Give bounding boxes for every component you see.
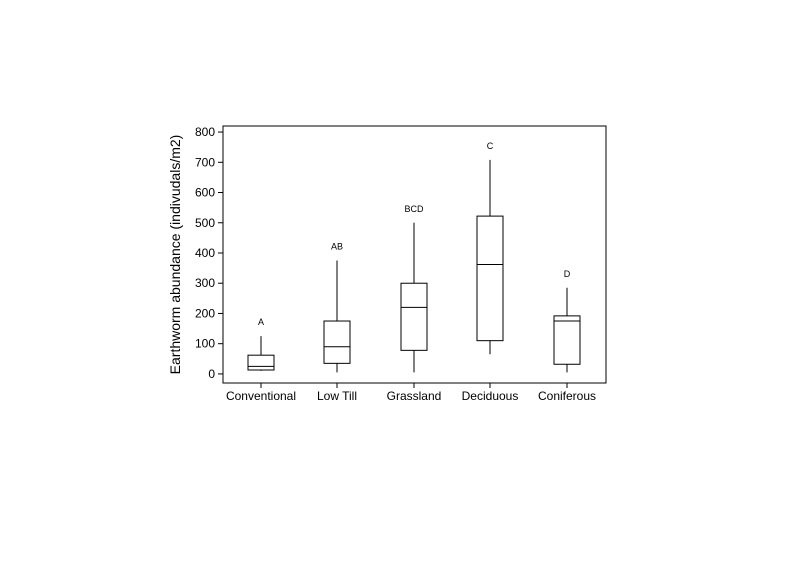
box-grassland: BCD <box>400 204 428 373</box>
iqr-box <box>323 320 351 364</box>
x-category-label: Deciduous <box>462 389 519 403</box>
box-conventional: A <box>247 317 275 371</box>
y-tick-label: 200 <box>195 306 215 320</box>
y-tick-label: 600 <box>195 186 215 200</box>
iqr-box <box>476 215 504 342</box>
x-category-label: Coniferous <box>538 389 596 403</box>
y-tick-label: 500 <box>195 216 215 230</box>
box-low-till: AB <box>323 242 351 373</box>
y-tick-label: 800 <box>195 125 215 139</box>
significance-group-label: D <box>564 269 571 279</box>
y-tick-label: 100 <box>195 337 215 351</box>
significance-group-label: BCD <box>404 204 424 214</box>
y-tick-label: 300 <box>195 276 215 290</box>
y-axis-title: Earthworm abundance (indivudals/m2) <box>167 135 183 375</box>
x-axis: Conventional Low Till Grassland Deciduous Co… <box>226 383 596 403</box>
box-deciduous: C <box>476 141 504 355</box>
x-category-label: Grassland <box>387 389 442 403</box>
iqr-box <box>400 282 428 351</box>
significance-group-label: C <box>487 141 494 151</box>
significance-group-label: A <box>258 317 264 327</box>
significance-group-label: AB <box>331 242 343 252</box>
y-tick-label: 700 <box>195 155 215 169</box>
iqr-box <box>247 354 275 371</box>
y-tick-label: 0 <box>208 367 215 381</box>
box-plots: A AB BCD C D <box>247 141 581 373</box>
x-category-label: Low Till <box>317 389 357 403</box>
x-category-label: Conventional <box>226 389 296 403</box>
iqr-box <box>553 315 581 365</box>
box-coniferous: D <box>553 269 581 373</box>
y-axis: 0 100 200 300 400 500 600 700 800 <box>195 125 223 381</box>
y-tick-label: 400 <box>195 246 215 260</box>
